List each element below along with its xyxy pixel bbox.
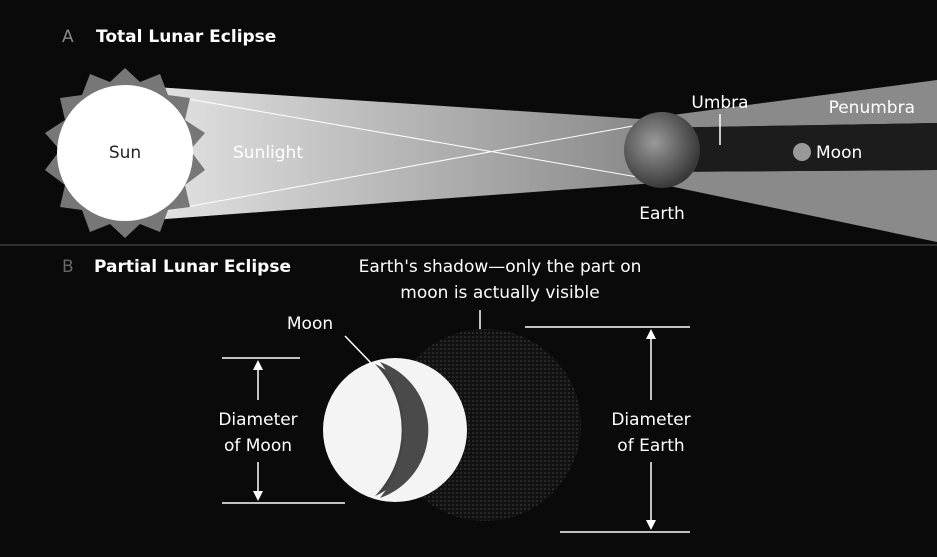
shadow-note: Earth's shadow—only the part on: [359, 257, 642, 277]
shadow-note: moon is actually visible: [400, 283, 599, 303]
earth-diameter: of Earth: [617, 436, 684, 456]
earth-label: Earth: [639, 204, 685, 224]
panel-letter: B: [62, 257, 74, 277]
panel-title: Partial Lunar Eclipse: [94, 257, 291, 277]
moon-diameter: Diameter: [218, 410, 297, 430]
moon-diameter: of Moon: [224, 436, 292, 456]
page: A Total Lunar Eclipse Sun Sunlight Earth…: [0, 0, 937, 557]
earth: [624, 112, 700, 188]
panel-letter: A: [62, 27, 74, 47]
sunlight-label: Sunlight: [233, 143, 303, 163]
sun-label: Sun: [109, 143, 141, 163]
diagram: A Total Lunar Eclipse Sun Sunlight Earth…: [0, 0, 937, 557]
panel-title: Total Lunar Eclipse: [96, 27, 276, 47]
moon: [793, 143, 811, 161]
moon-label: Moon: [816, 143, 862, 163]
moon-label: Moon: [287, 314, 333, 334]
penumbra-label: Penumbra: [829, 98, 915, 118]
earth-diameter: Diameter: [611, 410, 690, 430]
umbra-label: Umbra: [691, 93, 748, 113]
